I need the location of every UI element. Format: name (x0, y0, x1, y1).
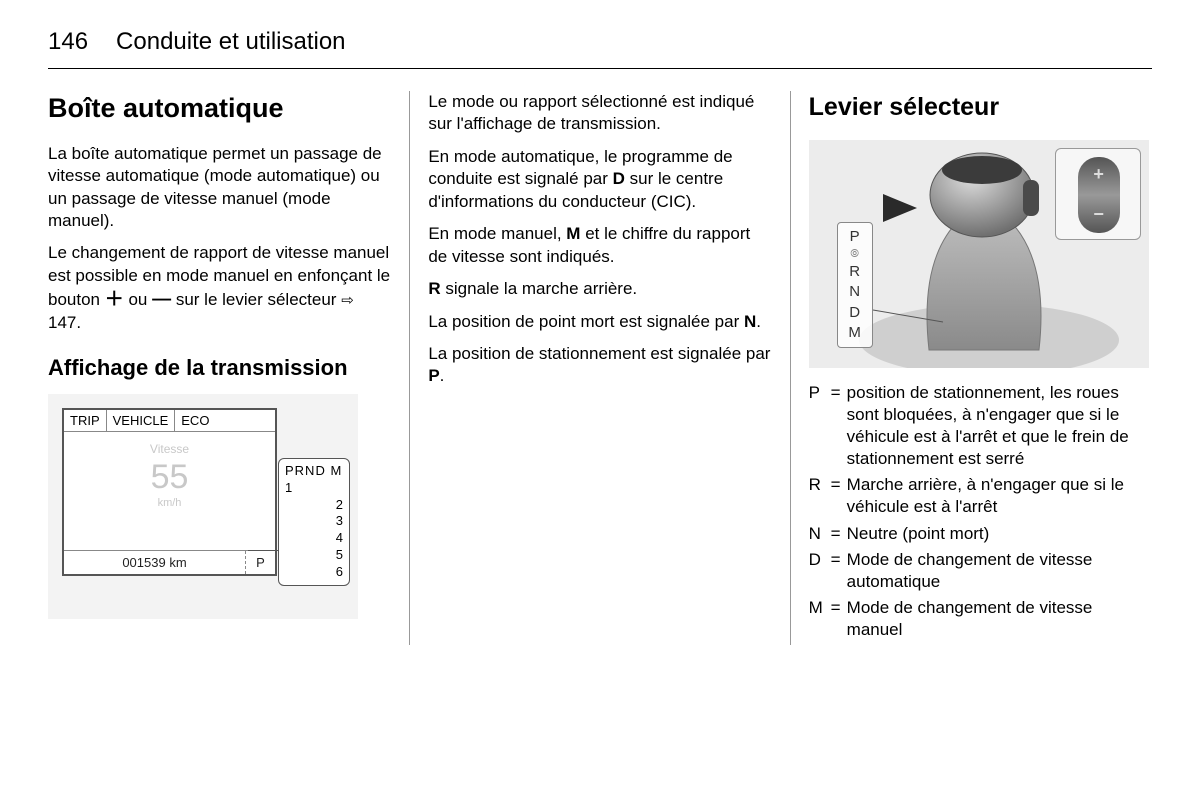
lcd-tab-eco: ECO (175, 410, 215, 431)
text-fragment: ou (124, 290, 152, 309)
lcd-tab-vehicle: VEHICLE (107, 410, 176, 431)
callout-gear: 4 (285, 530, 343, 547)
def-key: R (809, 474, 831, 518)
text-fragment: sur le levier sélecteur (171, 290, 341, 309)
paragraph: La position de stationnement est signalé… (428, 343, 771, 388)
callout-gear: 2 (285, 497, 343, 514)
bold-letter-r: R (428, 279, 440, 298)
text-fragment: signale la marche arrière. (441, 279, 638, 298)
lcd-odometer: 001539 km (64, 551, 245, 574)
lcd-gear-indicator: P (245, 551, 275, 574)
equals-sign: = (831, 523, 847, 545)
equals-sign: = (831, 549, 847, 593)
callout-gear: 6 (285, 564, 343, 581)
transmission-display-figure: TRIP VEHICLE ECO Vitesse 55 km/h 001539 … (48, 394, 358, 619)
def-value: position de stationnement, les roues son… (847, 382, 1152, 470)
lcd-speed-unit: km/h (64, 496, 275, 511)
paragraph: La position de point mort est signalée p… (428, 311, 771, 333)
column-divider (409, 91, 410, 645)
callout-gear: 3 (285, 513, 343, 530)
def-key: D (809, 549, 831, 593)
equals-sign: = (831, 597, 847, 641)
def-key: M (809, 597, 831, 641)
bold-letter-n: N (744, 312, 756, 331)
def-value: Mode de changement de vitesse automatiqu… (847, 549, 1152, 593)
rocker-switch: + − (1078, 157, 1120, 233)
equals-sign: = (831, 382, 847, 470)
column-1: Boîte automatique La boîte automatique p… (48, 91, 405, 645)
selector-lever-figure: P ⦾ R N D M + − (809, 140, 1149, 368)
plus-icon: + (1093, 163, 1104, 187)
paragraph: R signale la marche arrière. (428, 278, 771, 300)
gear-letter: R (838, 262, 872, 282)
prnd-callout: PRND M 1 2 3 4 5 6 (278, 458, 350, 586)
lcd-tabs: TRIP VEHICLE ECO (64, 410, 275, 432)
paragraph: Le mode ou rapport sélectionné est indiq… (428, 91, 771, 136)
rocker-button-inset: + − (1055, 148, 1141, 240)
text-fragment: . (756, 312, 761, 331)
equals-sign: = (831, 474, 847, 518)
gear-letter: D (838, 303, 872, 323)
lcd-speed-value: 55 (64, 460, 275, 494)
lcd-screen: TRIP VEHICLE ECO Vitesse 55 km/h 001539 … (62, 408, 277, 576)
def-key: N (809, 523, 831, 545)
lcd-body: Vitesse 55 km/h (64, 442, 275, 510)
def-value: Marche arrière, à n'engager que si le vé… (847, 474, 1152, 518)
section-title-levier: Levier sélecteur (809, 91, 1152, 124)
def-key: P (809, 382, 831, 470)
text-fragment: 147. (48, 313, 81, 332)
plus-icon: ＋ (105, 289, 124, 310)
text-fragment: . (440, 366, 445, 385)
content-columns: Boîte automatique La boîte automatique p… (48, 91, 1152, 645)
paragraph: En mode automatique, le programme de con… (428, 146, 771, 213)
direction-arrow-icon (883, 194, 917, 222)
text-fragment: La position de stationnement est signalé… (428, 344, 770, 363)
lock-icon: ⦾ (838, 247, 872, 262)
bold-letter-p: P (428, 366, 439, 385)
lcd-footer: 001539 km P (64, 550, 275, 574)
text-fragment: La position de point mort est signalée p… (428, 312, 744, 331)
definition-row: N = Neutre (point mort) (809, 523, 1152, 545)
column-2: Le mode ou rapport sélectionné est indiq… (414, 91, 785, 645)
paragraph: Le changement de rapport de vitesse manu… (48, 242, 391, 334)
subheading-affichage: Affichage de la transmission (48, 353, 391, 382)
gear-definitions: P = position de stationnement, les roues… (809, 382, 1152, 641)
column-3: Levier sélecteur (795, 91, 1152, 645)
section-title-boite: Boîte automatique (48, 91, 391, 127)
bold-letter-m: M (566, 224, 580, 243)
page-number: 146 (48, 28, 88, 56)
gear-letter: M (838, 323, 872, 343)
def-value: Mode de changement de vitesse manuel (847, 597, 1152, 641)
definition-row: M = Mode de changement de vitesse manuel (809, 597, 1152, 641)
gear-letter: N (838, 282, 872, 302)
text-fragment: En mode manuel, (428, 224, 566, 243)
definition-row: R = Marche arrière, à n'engager que si l… (809, 474, 1152, 518)
bold-letter-d: D (613, 169, 625, 188)
lcd-tab-trip: TRIP (64, 410, 107, 431)
page-header: 146 Conduite et utilisation (48, 28, 1152, 69)
definition-row: P = position de stationnement, les roues… (809, 382, 1152, 470)
definition-row: D = Mode de changement de vitesse automa… (809, 549, 1152, 593)
prndm-indicator: P ⦾ R N D M (837, 222, 873, 348)
column-divider (790, 91, 791, 645)
callout-prnd-text: PRND M 1 (285, 463, 343, 497)
minus-icon: − (1093, 203, 1104, 227)
paragraph: La boîte automatique permet un passage d… (48, 143, 391, 233)
callout-gear: 5 (285, 547, 343, 564)
def-value: Neutre (point mort) (847, 523, 1152, 545)
gear-letter: P (838, 227, 872, 247)
paragraph: En mode manuel, M et le chiffre du rappo… (428, 223, 771, 268)
minus-icon: — (152, 289, 171, 310)
reference-arrow-icon: ⇨ (341, 292, 354, 309)
chapter-title: Conduite et utilisation (116, 28, 345, 56)
lcd-label-vitesse: Vitesse (64, 442, 275, 458)
